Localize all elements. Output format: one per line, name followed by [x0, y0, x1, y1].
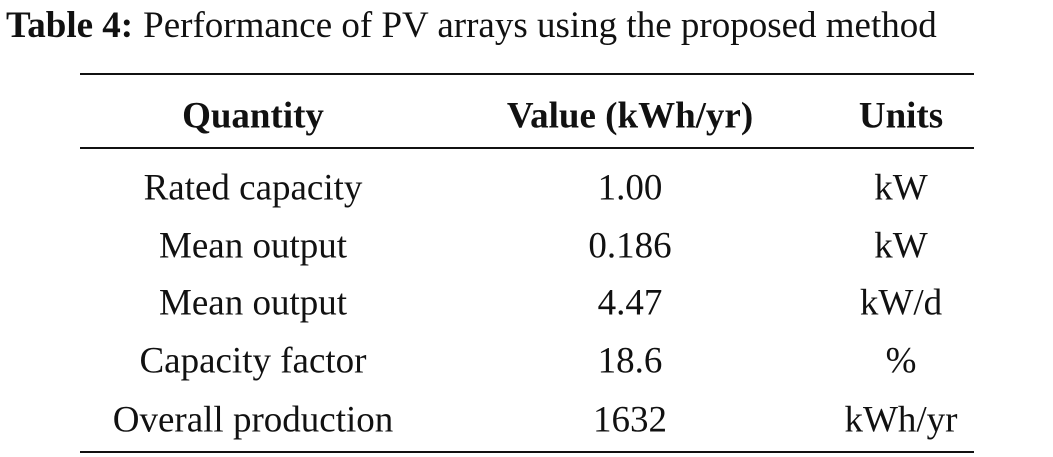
column-header: Units	[858, 95, 944, 137]
top-rule	[80, 73, 974, 75]
caption-text: Performance of PV arrays using the propo…	[143, 5, 937, 46]
table-cell: 1632	[593, 399, 667, 441]
table-cell: kW/d	[859, 282, 943, 324]
table-cell: 18.6	[597, 340, 663, 382]
table-cell: Mean output	[158, 225, 348, 267]
table-cell: 4.47	[597, 282, 663, 324]
table-cell: Overall production	[112, 399, 394, 441]
table-cell: Rated capacity	[143, 167, 363, 209]
mid-rule	[80, 147, 974, 149]
table-cell: kW	[874, 225, 928, 267]
table-cell: 0.186	[588, 225, 672, 267]
table-cell: %	[885, 340, 917, 382]
table-cell: kW	[874, 167, 928, 209]
caption-label: Table 4:	[6, 5, 134, 46]
table-cell: Mean output	[158, 282, 348, 324]
column-header: Quantity	[182, 95, 324, 137]
table-cell: 1.00	[597, 167, 663, 209]
column-header: Value (kWh/yr)	[506, 95, 754, 137]
bottom-rule	[80, 451, 974, 453]
table-cell: kWh/yr	[844, 399, 958, 441]
caption: Table 4: Performance of PV arrays using t…	[6, 4, 937, 47]
table-cell: Capacity factor	[139, 340, 367, 382]
